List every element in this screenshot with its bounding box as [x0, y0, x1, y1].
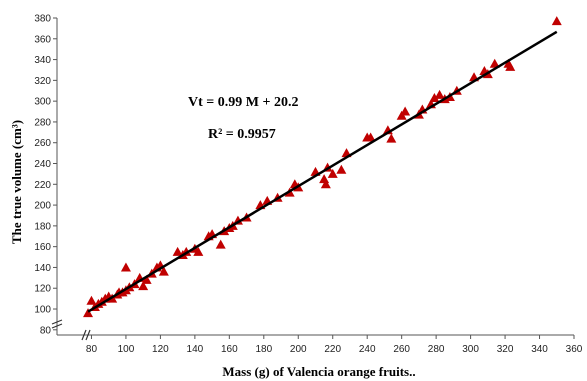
y-axis-title: The true volume (cm³) [9, 120, 24, 244]
data-point [319, 174, 330, 184]
y-tick-label: 280 [34, 117, 51, 128]
x-tick-label: 220 [324, 344, 341, 355]
data-point [551, 16, 562, 26]
y-tick-label: 140 [34, 263, 51, 274]
plot-area [83, 16, 562, 318]
y-tick-label: 200 [34, 201, 51, 212]
data-point [138, 281, 149, 291]
y-axis: 80 100 120 140 160 180 200 220 240 260 280 300 320 34… [34, 14, 63, 336]
x-tick-label: 120 [152, 344, 169, 355]
data-point [86, 295, 97, 305]
r-squared-annotation: R² = 0.9957 [208, 127, 276, 142]
regression-line [87, 30, 558, 313]
equation-annotation: Vt = 0.99 M + 20.2 [188, 95, 298, 110]
y-tick-label: 360 [34, 34, 51, 45]
x-tick-label: 140 [187, 344, 204, 355]
y-axis-break [51, 319, 63, 325]
data-point [505, 61, 516, 71]
y-tick-label: 260 [34, 138, 51, 149]
data-point [193, 246, 204, 256]
x-axis-break [81, 329, 87, 341]
data-point [429, 93, 440, 103]
y-tick-label: 320 [34, 76, 51, 87]
data-point [141, 274, 152, 284]
data-point [489, 58, 500, 68]
y-tick-label: 100 [34, 305, 51, 316]
x-tick-label: 160 [221, 344, 238, 355]
x-tick-label: 300 [462, 344, 479, 355]
x-tick-label: 200 [290, 344, 307, 355]
x-tick-label: 80 [86, 344, 98, 355]
data-point [120, 262, 131, 272]
x-axis: 80 100 120 140 160 180 200 220 240 260 280 300 320 34… [57, 329, 583, 355]
y-tick-label: 300 [34, 97, 51, 108]
y-tick-label: 80 [40, 325, 52, 336]
data-point [400, 106, 411, 116]
data-point [172, 246, 183, 256]
x-tick-label: 260 [393, 344, 410, 355]
data-point [158, 266, 169, 276]
x-tick-label: 320 [497, 344, 514, 355]
data-point [434, 89, 445, 99]
y-tick-label: 120 [34, 284, 51, 295]
data-point [365, 132, 376, 142]
x-tick-label: 340 [531, 344, 548, 355]
y-axis-break [51, 323, 63, 329]
x-axis-break [85, 329, 91, 341]
y-tick-label: 160 [34, 242, 51, 253]
data-point [215, 239, 226, 249]
x-axis-title: Mass (g) of Valencia orange fruits.. [222, 364, 415, 379]
y-tick-label: 240 [34, 159, 51, 170]
y-tick-label: 180 [34, 221, 51, 232]
x-tick-label: 180 [255, 344, 272, 355]
data-point [386, 133, 397, 143]
data-point [83, 308, 94, 318]
x-tick-label: 360 [566, 344, 583, 355]
x-tick-label: 240 [359, 344, 376, 355]
y-tick-label: 380 [34, 14, 51, 25]
y-tick-label: 340 [34, 55, 51, 66]
data-point [320, 179, 331, 189]
x-tick-label: 280 [428, 344, 445, 355]
data-point [336, 164, 347, 174]
x-tick-label: 100 [118, 344, 135, 355]
y-tick-label: 220 [34, 180, 51, 191]
data-point [327, 168, 338, 178]
